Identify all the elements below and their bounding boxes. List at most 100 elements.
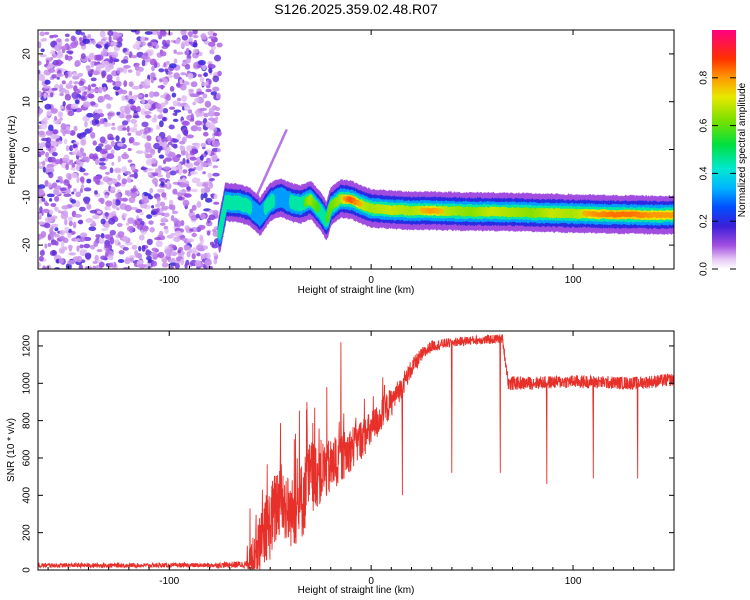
noise-cell xyxy=(189,228,194,232)
noise-cell xyxy=(174,220,182,228)
noise-cell xyxy=(44,216,53,223)
noise-cell xyxy=(121,197,128,202)
noise-cell xyxy=(74,214,82,218)
noise-cell xyxy=(85,217,94,223)
noise-cell xyxy=(192,42,198,48)
noise-cell xyxy=(116,223,123,227)
noise-cell xyxy=(204,258,212,266)
noise-cell xyxy=(216,42,223,48)
noise-cell xyxy=(38,142,41,147)
noise-cell xyxy=(94,190,98,195)
noise-cell xyxy=(190,81,198,88)
snr-series-line xyxy=(38,334,674,570)
y-tick-label: 1000 xyxy=(22,372,33,395)
noise-cell xyxy=(117,69,121,75)
noise-cell xyxy=(175,51,184,55)
noise-cell xyxy=(54,227,59,232)
noise-cell xyxy=(112,81,116,86)
noise-cell xyxy=(115,91,119,96)
noise-cell xyxy=(90,60,95,68)
noise-cell xyxy=(67,231,72,239)
noise-cell xyxy=(75,158,81,166)
noise-cell xyxy=(58,210,62,214)
noise-cell xyxy=(100,197,105,205)
colorbar-scale xyxy=(712,30,736,269)
noise-cell xyxy=(110,186,116,192)
noise-cell xyxy=(147,262,151,267)
noise-cell xyxy=(178,168,183,176)
noise-cell xyxy=(156,174,164,178)
noise-cell xyxy=(151,41,158,47)
noise-cell xyxy=(133,123,138,128)
colorbar-ticks: 0.0 0.2 0.4 0.6 0.8 xyxy=(699,70,736,276)
x-tick-label: 0 xyxy=(368,275,374,286)
noise-cell xyxy=(78,264,83,269)
noise-cell xyxy=(42,266,47,269)
spectrogram-frame xyxy=(37,29,675,270)
ridge-cell xyxy=(439,208,444,214)
noise-cell xyxy=(169,106,176,110)
spectrogram-xlabel: Height of straight line (km) xyxy=(298,285,415,296)
noise-cell xyxy=(117,142,124,147)
noise-cell xyxy=(92,39,96,45)
noise-cell xyxy=(100,255,107,260)
noise-cell xyxy=(75,30,82,35)
noise-cell xyxy=(60,123,67,130)
noise-cell xyxy=(161,206,169,210)
noise-cell xyxy=(156,31,161,36)
noise-cell xyxy=(217,148,221,153)
noise-cell xyxy=(187,173,191,177)
noise-cell xyxy=(71,172,78,179)
noise-cell xyxy=(124,51,130,55)
noise-cell xyxy=(97,95,106,103)
noise-cell xyxy=(213,201,220,205)
noise-cell xyxy=(92,214,100,220)
noise-cell xyxy=(114,80,122,88)
noise-cell xyxy=(94,254,99,262)
noise-cell xyxy=(143,193,152,197)
noise-cell xyxy=(89,153,95,160)
noise-cell xyxy=(150,210,157,215)
noise-cell xyxy=(39,206,43,213)
noise-cell xyxy=(83,172,89,176)
noise-cell xyxy=(147,171,152,176)
noise-cell xyxy=(180,41,186,48)
noise-cell xyxy=(64,218,68,226)
noise-cell xyxy=(67,216,73,222)
noise-cell xyxy=(106,74,113,81)
noise-cell xyxy=(131,55,138,59)
noise-cell xyxy=(179,79,183,85)
colorbar-tick-label: 0.2 xyxy=(699,214,710,228)
noise-cell xyxy=(38,200,43,204)
noise-cell xyxy=(170,166,179,171)
noise-cell xyxy=(92,70,100,76)
noise-cell xyxy=(144,103,152,110)
noise-cell xyxy=(191,177,200,184)
noise-cell xyxy=(38,107,44,114)
noise-cell xyxy=(117,174,121,181)
noise-cell xyxy=(98,237,105,244)
noise-cell xyxy=(111,178,118,185)
noise-cell xyxy=(207,149,212,156)
noise-cell xyxy=(104,144,112,151)
noise-cell xyxy=(194,97,200,103)
noise-cell xyxy=(187,73,194,80)
noise-cell xyxy=(63,138,68,145)
noise-cell xyxy=(99,136,106,144)
noise-cell xyxy=(146,135,152,142)
noise-cell xyxy=(47,242,52,247)
noise-cell xyxy=(109,237,115,245)
noise-cell xyxy=(43,117,50,121)
noise-cell xyxy=(202,93,208,99)
noise-cell xyxy=(51,182,56,189)
noise-cell xyxy=(151,103,157,110)
noise-cell xyxy=(93,240,99,247)
noise-cell xyxy=(164,228,169,234)
noise-cell xyxy=(186,159,190,164)
noise-cell xyxy=(38,188,45,196)
noise-cell xyxy=(109,56,114,64)
noise-cell xyxy=(160,102,166,108)
noise-cell xyxy=(188,168,195,172)
x-tick-label: 0 xyxy=(368,576,374,587)
noise-cell xyxy=(156,200,161,206)
